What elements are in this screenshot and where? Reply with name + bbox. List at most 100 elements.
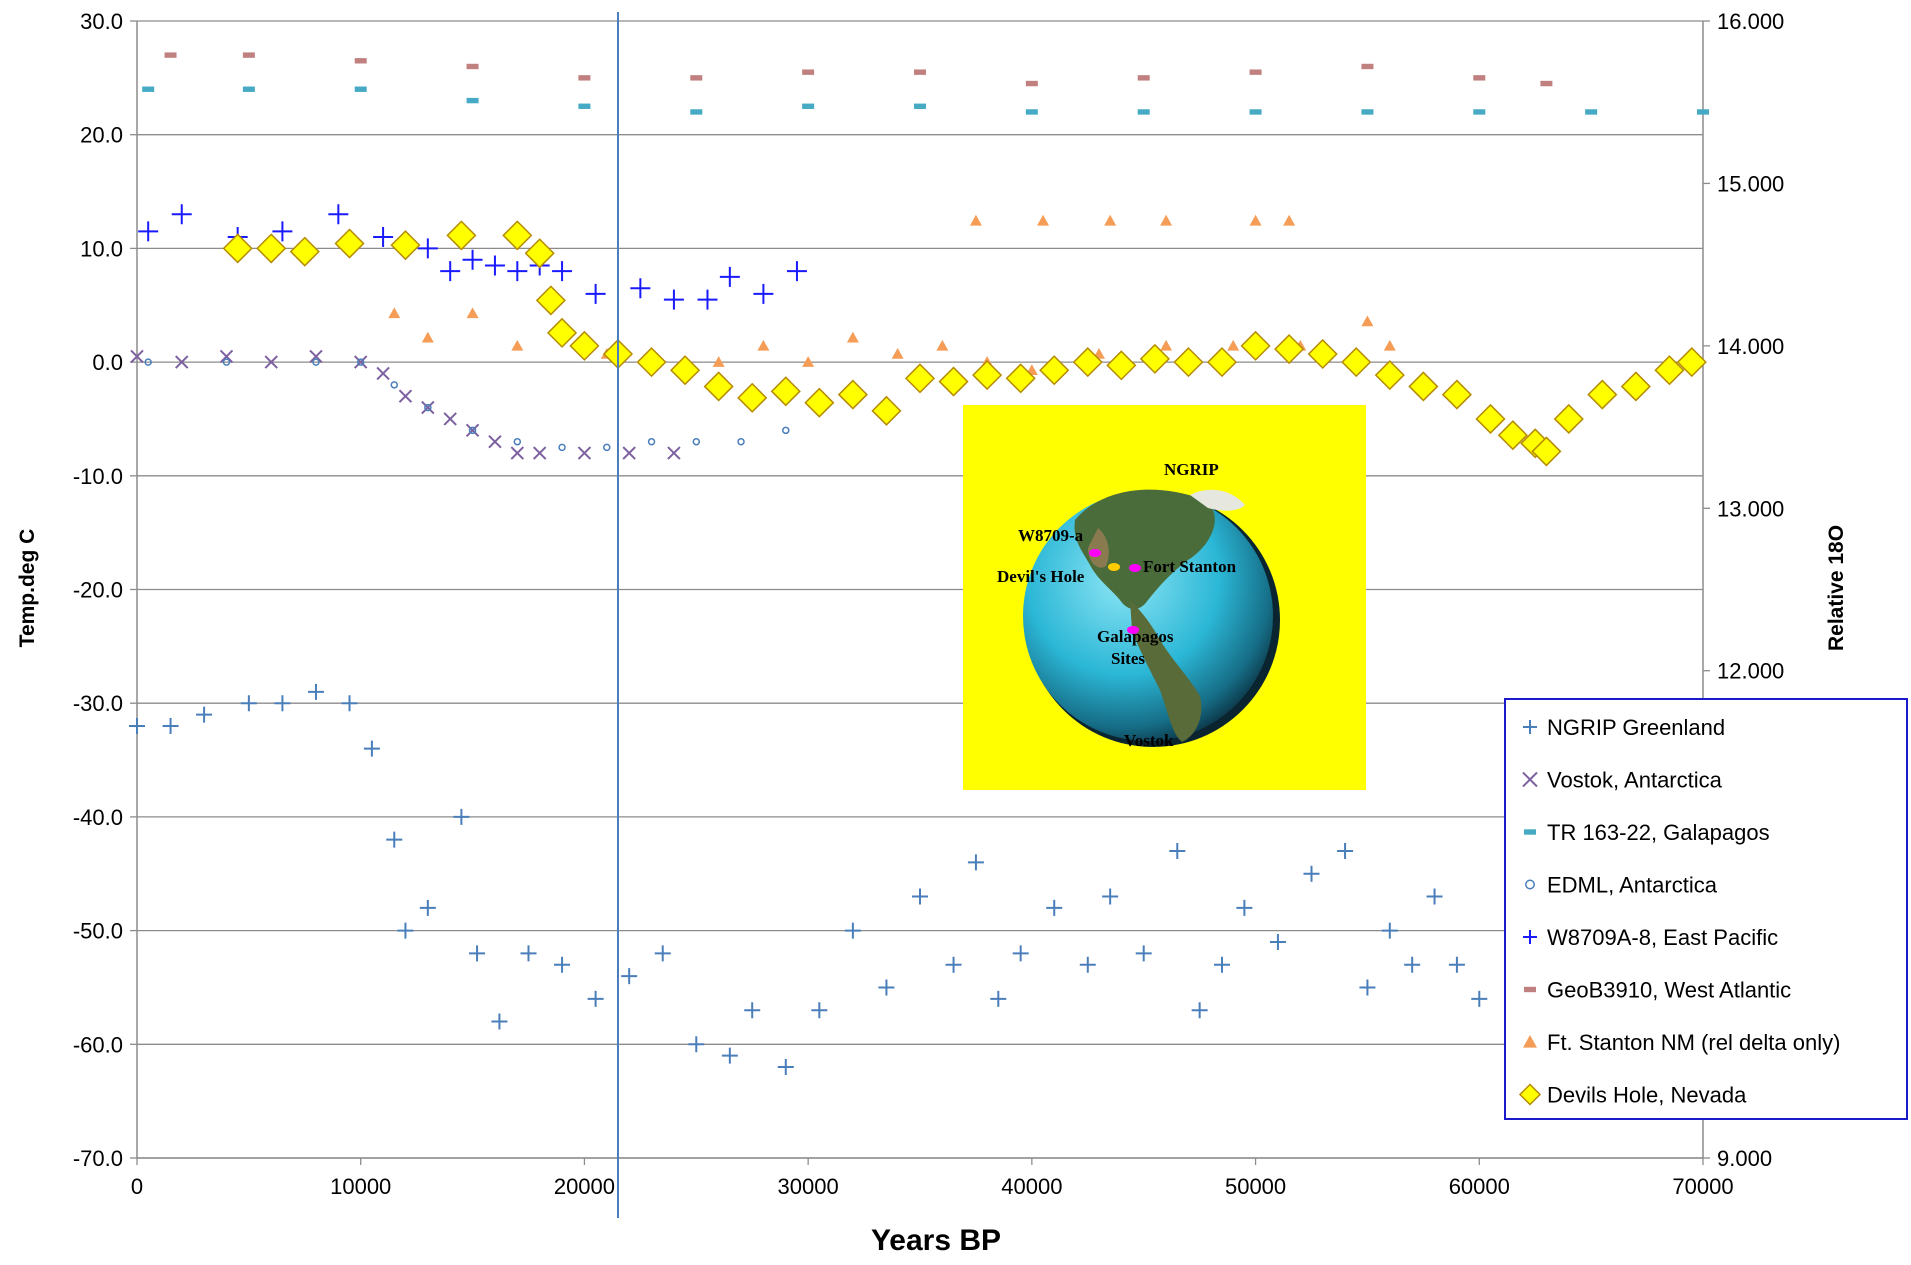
data-point [891, 347, 904, 359]
data-point [491, 1013, 508, 1030]
data-point [1046, 899, 1063, 916]
data-point [240, 695, 257, 712]
x-tick-label: 40000 [1001, 1174, 1062, 1199]
inset-label-ngrip: NGRIP [1164, 460, 1219, 479]
data-point [1426, 888, 1443, 905]
data-point [513, 437, 522, 446]
data-point [1274, 334, 1305, 365]
data-point [1104, 214, 1117, 226]
data-point [164, 52, 177, 58]
data-point [511, 339, 524, 351]
data-point [1079, 956, 1096, 973]
data-point [390, 230, 421, 261]
y2-tick-label: 9.000 [1717, 1146, 1772, 1171]
data-point [647, 437, 656, 446]
data-point [1540, 80, 1553, 87]
x-tick-label: 0 [131, 1174, 143, 1199]
data-point [354, 355, 368, 369]
series-0 [129, 683, 1488, 1076]
data-point [219, 349, 234, 364]
data-point [802, 69, 815, 75]
data-point [670, 355, 701, 386]
globe-icon [1023, 489, 1280, 747]
inset-label-fort-stanton: Fort Stanton [1143, 557, 1237, 576]
data-point [390, 381, 399, 389]
data-point [1039, 355, 1070, 386]
data-point [1475, 403, 1506, 435]
data-point [585, 283, 606, 304]
data-point [914, 103, 926, 109]
data-point [846, 331, 859, 343]
data-point [1206, 347, 1238, 378]
data-point [520, 945, 537, 962]
data-point [242, 86, 255, 92]
data-point [468, 426, 477, 435]
site-marker-devils-hole [1108, 563, 1120, 571]
site-marker-galapagos [1127, 626, 1139, 634]
data-point [1620, 371, 1651, 402]
data-point [972, 360, 1003, 391]
data-point [1135, 945, 1152, 962]
data-point [465, 423, 480, 438]
data-point [162, 717, 179, 734]
data-point [690, 75, 703, 81]
data-point [1072, 347, 1103, 378]
data-point [289, 236, 320, 267]
legend-label: EDML, Antarctica [1547, 873, 1718, 898]
data-point [587, 990, 604, 1007]
data-point [1383, 339, 1396, 351]
data-point [1361, 63, 1374, 70]
data-point [712, 356, 725, 367]
data-point [692, 437, 701, 446]
legend-label: Ft. Stanton NM (rel delta only) [1547, 1030, 1840, 1055]
data-point [1408, 371, 1439, 402]
data-point [663, 289, 684, 310]
data-point [603, 443, 611, 452]
data-point [373, 227, 394, 248]
data-point [782, 426, 790, 435]
data-point [171, 204, 192, 225]
data-point [242, 52, 255, 58]
y-tick-label: -60.0 [73, 1032, 123, 1057]
data-point [578, 75, 591, 81]
data-point [1448, 956, 1465, 973]
data-point [1025, 80, 1038, 87]
data-point [1697, 109, 1709, 115]
data-point [1337, 843, 1354, 860]
data-point [578, 103, 591, 109]
data-point [376, 366, 390, 381]
legend-marker [1523, 1035, 1537, 1048]
data-point [1102, 888, 1119, 905]
legend-label: NGRIP Greenland [1547, 715, 1725, 740]
data-point [1531, 436, 1562, 467]
series-3 [144, 358, 790, 452]
data-point [144, 358, 152, 366]
y2-tick-label: 12.000 [1717, 659, 1784, 684]
series-layer [129, 52, 1709, 1076]
data-point [1473, 75, 1486, 81]
data-point [770, 376, 801, 407]
data-point [1249, 69, 1262, 75]
data-point [744, 1002, 761, 1019]
x-tick-label: 70000 [1672, 1174, 1733, 1199]
inset-label-galapagos: Galapagos [1097, 627, 1174, 646]
legend-label: GeoB3910, West Atlantic [1547, 978, 1791, 1003]
x-tick-label: 60000 [1449, 1174, 1510, 1199]
legend-box [1504, 698, 1908, 1120]
data-point [1497, 420, 1528, 451]
data-point [777, 1059, 794, 1076]
data-point [1587, 379, 1618, 410]
data-point [622, 446, 636, 460]
data-point [1139, 343, 1170, 374]
data-point [1381, 922, 1398, 939]
data-point [272, 221, 293, 242]
data-point [786, 261, 807, 282]
data-point [721, 1047, 738, 1064]
data-point [737, 437, 745, 446]
y-tick-label: 0.0 [92, 350, 123, 375]
data-point [142, 86, 155, 92]
data-point [630, 278, 651, 299]
data-point [1137, 109, 1150, 115]
axes: 30.0 20.0 10.0 0.0 -10.0 -20.0 -30.0 -40.0 -50.0… [73, 9, 1784, 1199]
